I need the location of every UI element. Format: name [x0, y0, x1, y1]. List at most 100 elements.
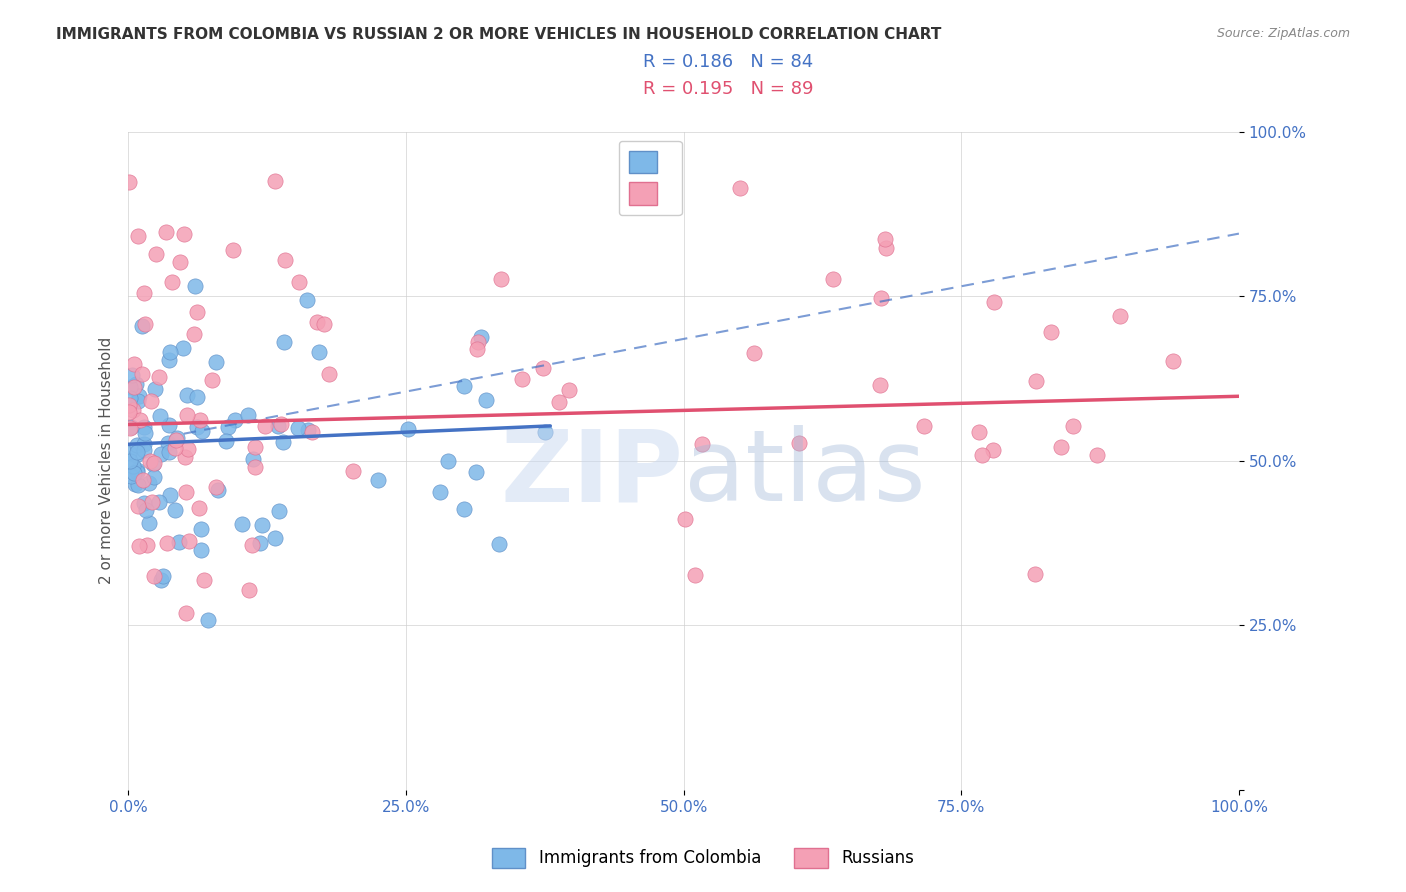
- Point: [149, 447, 172, 461]
- Point: [342, 464, 364, 478]
- Point: [690, 437, 713, 451]
- Point: [875, 241, 897, 255]
- Point: [139, 454, 162, 468]
- Point: [869, 378, 891, 392]
- Point: [183, 279, 205, 293]
- Point: [453, 379, 475, 393]
- Point: [245, 440, 267, 454]
- Point: [118, 405, 141, 419]
- Point: [134, 437, 156, 451]
- Point: [118, 454, 141, 468]
- Point: [242, 452, 264, 467]
- Point: [730, 181, 752, 195]
- Point: [132, 285, 155, 300]
- Point: [742, 346, 765, 360]
- Point: [165, 433, 187, 447]
- Point: [121, 368, 143, 383]
- Point: [131, 318, 153, 333]
- Point: [197, 614, 219, 628]
- Point: [201, 373, 224, 387]
- Point: [122, 403, 145, 417]
- Point: [118, 421, 141, 435]
- Point: [127, 445, 149, 459]
- Point: [264, 531, 287, 545]
- Point: [174, 606, 197, 620]
- Point: [970, 448, 993, 462]
- Point: [981, 443, 1004, 458]
- Point: [1108, 309, 1130, 323]
- Point: [673, 512, 696, 526]
- Point: [134, 317, 156, 331]
- Point: [186, 419, 208, 434]
- Point: [172, 341, 194, 355]
- Point: [308, 345, 330, 359]
- Point: [152, 568, 174, 582]
- Point: [453, 502, 475, 516]
- Point: [301, 425, 323, 439]
- Point: [531, 361, 554, 376]
- Point: [1049, 440, 1071, 454]
- Point: [548, 395, 571, 409]
- Point: [205, 354, 228, 368]
- Point: [267, 419, 290, 434]
- Point: [464, 465, 486, 479]
- Point: [131, 367, 153, 381]
- Point: [488, 537, 510, 551]
- Point: [534, 425, 557, 440]
- Point: [176, 388, 198, 402]
- Legend: Immigrants from Colombia, Russians: Immigrants from Colombia, Russians: [485, 841, 921, 875]
- Text: Source: ZipAtlas.com: Source: ZipAtlas.com: [1216, 27, 1350, 40]
- Point: [169, 255, 191, 269]
- Point: [118, 398, 141, 412]
- Point: [148, 370, 170, 384]
- Point: [132, 496, 155, 510]
- Point: [875, 231, 897, 245]
- Point: [270, 417, 292, 431]
- Point: [254, 419, 277, 434]
- Point: [474, 393, 496, 408]
- Point: [125, 448, 148, 462]
- Point: [138, 516, 160, 530]
- Point: [128, 389, 150, 403]
- Text: R = 0.195   N = 89: R = 0.195 N = 89: [643, 79, 813, 97]
- Point: [274, 253, 297, 268]
- Point: [142, 456, 165, 470]
- Point: [1085, 448, 1108, 462]
- Point: [149, 409, 172, 423]
- Point: [231, 516, 253, 531]
- Point: [307, 315, 329, 329]
- Point: [312, 317, 335, 331]
- Point: [1039, 325, 1062, 339]
- Point: [297, 293, 319, 308]
- Point: [135, 538, 157, 552]
- Point: [263, 174, 285, 188]
- Point: [190, 522, 212, 536]
- Point: [132, 419, 155, 434]
- Point: [188, 500, 211, 515]
- Point: [121, 458, 143, 473]
- Point: [1025, 374, 1047, 388]
- Point: [134, 426, 156, 441]
- Point: [159, 345, 181, 359]
- Point: [238, 583, 260, 598]
- Point: [912, 418, 935, 433]
- Point: [150, 574, 173, 588]
- Point: [236, 409, 259, 423]
- Point: [183, 326, 205, 341]
- Point: [489, 272, 512, 286]
- Point: [174, 450, 197, 464]
- Point: [166, 430, 188, 444]
- Point: [157, 418, 180, 433]
- Point: [1024, 567, 1046, 582]
- Point: [1163, 354, 1185, 368]
- Point: [148, 495, 170, 509]
- Point: [155, 225, 177, 239]
- Point: [869, 291, 891, 305]
- Point: [215, 434, 238, 448]
- Point: [188, 412, 211, 426]
- Point: [125, 465, 148, 479]
- Point: [120, 380, 142, 394]
- Point: [120, 392, 142, 406]
- Text: ZIP: ZIP: [501, 425, 683, 523]
- Point: [143, 383, 166, 397]
